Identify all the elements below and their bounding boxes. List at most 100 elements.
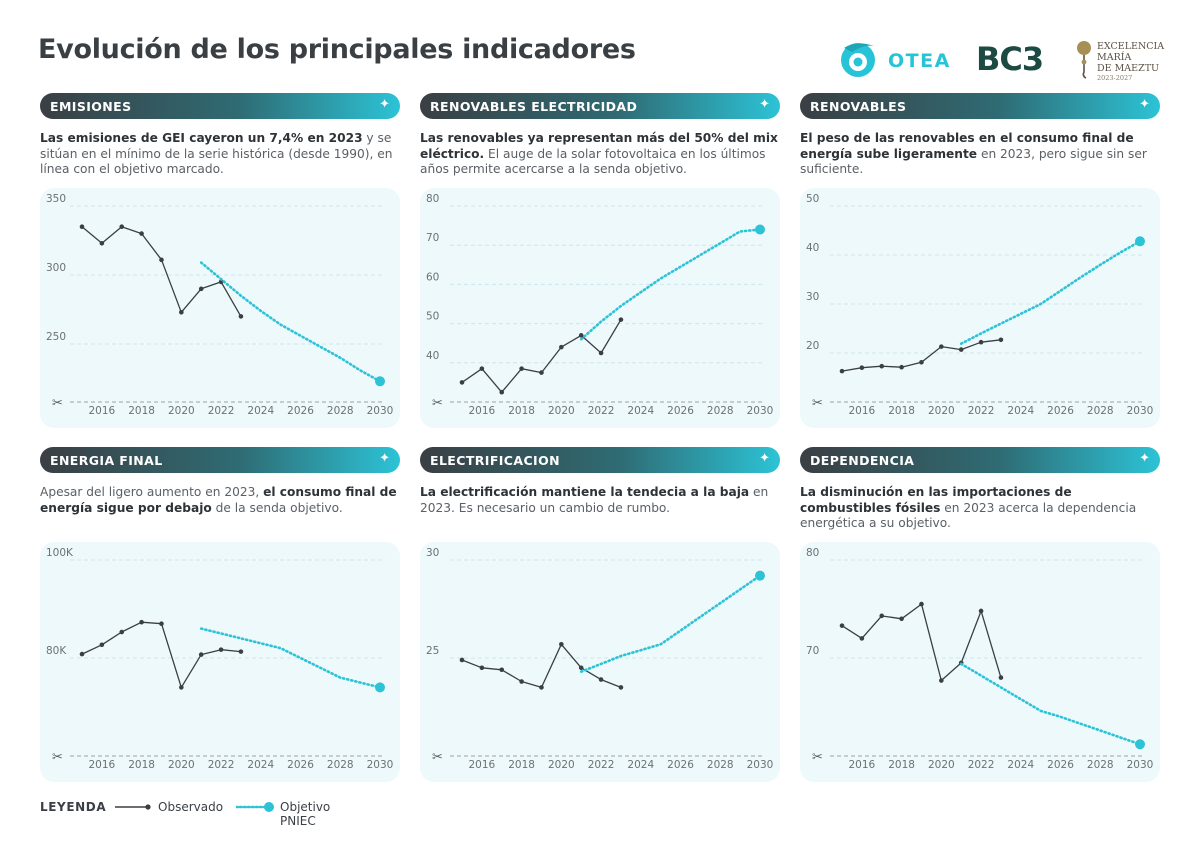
observed-point [79,651,85,657]
observed-point [499,667,505,673]
chart-card: 40 50 60 70 80 ✂ 2016 2018 2020 2022 2024 2026 2028 2… [420,188,780,428]
panel-header[interactable]: ELECTRIFICACION ✦ [420,447,780,473]
observed-point [159,621,164,626]
legend-observed-swatch [115,804,151,810]
x-tick-label: 2024 [627,759,654,771]
scissors-icon: ✂ [812,750,823,765]
panel-header[interactable]: RENOVABLES ✦ [800,93,1160,119]
observed-point [79,224,85,230]
description-highlight: La electrificación mantiene la tendecia … [420,485,750,499]
x-tick-label: 2028 [1087,759,1114,771]
observed-point [998,675,1004,680]
observed-point [618,685,624,690]
panel-header-label: RENOVABLES [810,99,907,114]
sparkle-icon[interactable]: ✦ [1139,97,1150,112]
panel-header[interactable]: RENOVABLES ELECTRICIDAD ✦ [420,93,780,119]
x-tick-label: 2018 [888,759,915,771]
chart-card: 250 300 350 ✂ 2016 2018 2020 2022 2024 2026 2028 20… [40,188,400,428]
observed-series-line [81,226,242,317]
observed-point [179,309,184,315]
x-tick-label: 2018 [128,405,155,417]
sparkle-icon[interactable]: ✦ [379,451,390,466]
sparkle-icon[interactable]: ✦ [379,97,390,112]
observed-point [939,344,944,349]
y-tick-label: 250 [46,331,66,343]
observed-point [119,629,125,635]
observed-point [879,363,885,369]
x-tick-label: 2026 [1047,405,1074,417]
x-tick-label: 2024 [1007,405,1034,417]
panel-header[interactable]: DEPENDENCIA ✦ [800,447,1160,473]
observed-point [899,364,904,370]
observed-point [859,365,865,370]
panel-description: Apesar del ligero aumento en 2023, el co… [40,485,400,516]
observed-point [618,317,624,322]
x-tick-label: 2030 [367,405,394,417]
observed-point [598,350,604,356]
x-tick-label: 2022 [588,405,615,417]
observed-point [179,685,184,690]
x-tick-label: 2026 [667,405,694,417]
observed-point [539,370,544,375]
bc3-logo: BC3 [976,40,1044,78]
x-tick-label: 2024 [627,405,654,417]
x-tick-label: 2016 [468,405,495,417]
panel-description: Las renovables ya representan más del 50… [420,131,780,178]
observed-point [519,679,524,684]
x-tick-label: 2030 [1127,405,1154,417]
panel-description: Las emisiones de GEI cayeron un 7,4% en … [40,131,400,178]
observed-point [479,366,485,371]
x-tick-label: 2020 [168,759,195,771]
target-series-line [959,239,1142,345]
panel-description: La disminución en las importaciones de c… [800,485,1160,532]
observed-point [859,636,865,641]
sparkle-icon[interactable]: ✦ [759,97,770,112]
line-chart: 70 80 ✂ 2016 2018 2020 2022 2024 2026 2028 2030 [806,547,1153,771]
x-tick-label: 2022 [208,405,235,417]
panel-header[interactable]: ENERGIA FINAL ✦ [40,447,400,473]
observed-point [839,623,845,628]
legend-observed-label: Observado [158,800,224,814]
observed-point [238,314,244,319]
y-tick-label: 40 [806,242,819,254]
panel-header-label: RENOVABLES ELECTRICIDAD [430,99,638,114]
observed-series-line [841,339,1001,372]
target-series-line [199,627,382,689]
x-tick-label: 2026 [667,759,694,771]
panel-header[interactable]: EMISIONES ✦ [40,93,400,119]
x-tick-label: 2020 [168,405,195,417]
x-tick-label: 2022 [588,759,615,771]
observed-point [998,337,1004,343]
observed-point [198,286,204,292]
maeztu-seal [1077,41,1091,79]
target-series-line [579,574,762,673]
sparkle-icon[interactable]: ✦ [1139,451,1150,466]
sparkle-icon[interactable]: ✦ [759,451,770,466]
observed-point [539,685,544,690]
x-tick-label: 2016 [848,405,875,417]
observed-series-line [461,319,622,393]
chart-card: 80K 100K ✂ 2016 2018 2020 2022 2024 2026 2028 2030 [40,542,400,782]
x-tick-label: 2024 [1007,759,1034,771]
panel-header-label: ELECTRIFICACION [430,453,560,468]
target-endpoint [375,682,385,693]
y-tick-label: 100K [46,547,74,559]
legend-target-label: Objetivo PNIEC [280,800,331,828]
x-tick-label: 2028 [707,405,734,417]
observed-point [598,677,604,682]
target-series-line [579,228,762,341]
observed-point [559,641,564,647]
panel-description: La electrificación mantiene la tendecia … [420,485,780,516]
observed-point [499,389,505,395]
observed-point [578,665,584,671]
description-text: en 2023, pero sigue sin ser suficiente. [800,146,1147,177]
x-tick-label: 2028 [327,759,354,771]
description-highlight: El peso de las renovables en el consumo … [800,131,1134,161]
x-tick-label: 2018 [888,405,915,417]
y-tick-label: 80 [806,547,819,559]
target-series-line [959,662,1142,746]
observed-point [578,333,584,338]
x-tick-label: 2020 [548,759,575,771]
observed-point [218,647,224,652]
description-text: en 2023 acerca la dependencia energética… [800,500,1137,531]
